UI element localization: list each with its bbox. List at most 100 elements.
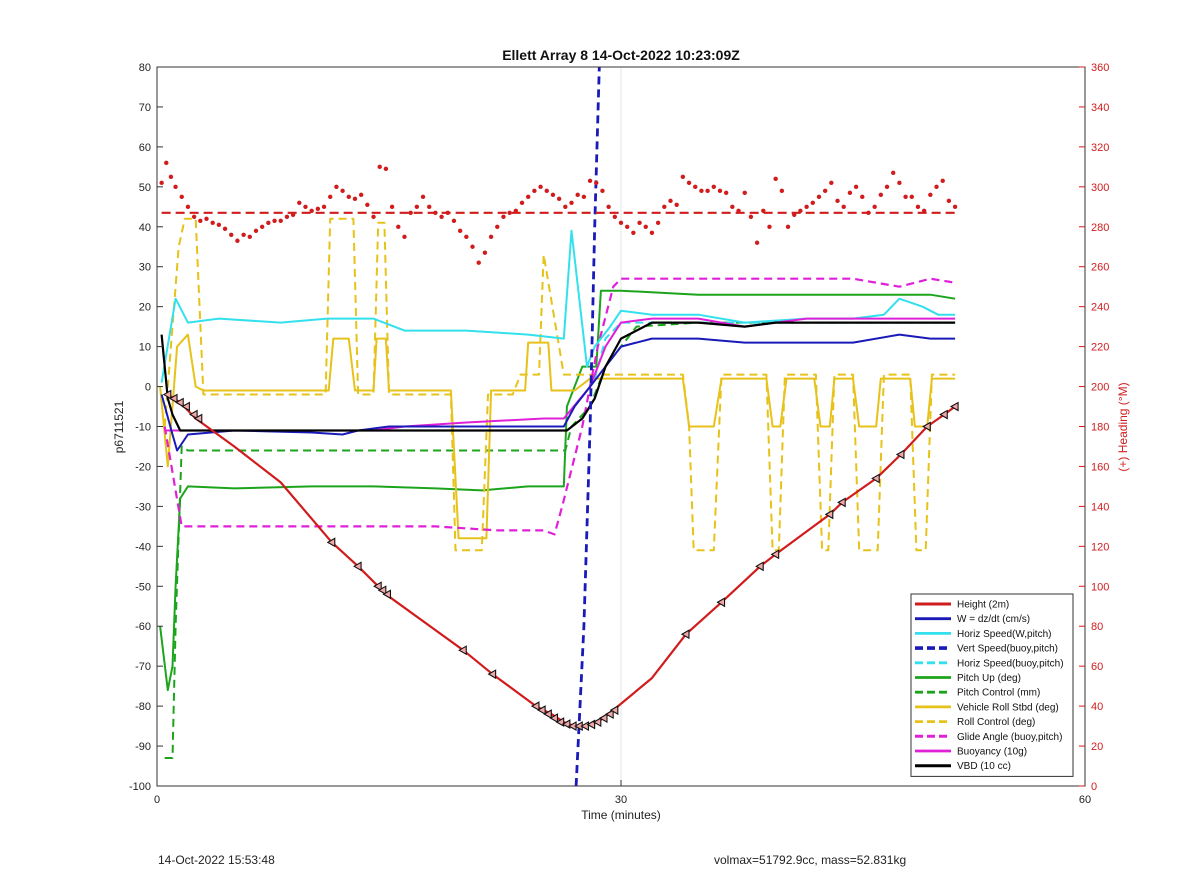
y-right-tick-label: 160 [1091, 461, 1109, 473]
y-tick-label: -20 [135, 461, 151, 473]
legend-label: Pitch Control (mm) [957, 688, 1040, 699]
height-marker [543, 709, 552, 720]
heading-point [785, 224, 791, 229]
heading-point [198, 218, 203, 223]
heading-point [742, 190, 747, 196]
heading-point [668, 198, 673, 204]
y-tick-label: -90 [135, 741, 151, 753]
legend-label: Vehicle Roll Stbd (deg) [957, 702, 1059, 713]
footer-timestamp: 14-Oct-2022 15:53:48 [158, 853, 275, 867]
heading-point [835, 198, 840, 204]
heading-point [934, 184, 939, 190]
heading-point [420, 194, 426, 200]
heading-point [594, 180, 599, 186]
heading-point [940, 178, 945, 184]
heading-point [556, 196, 562, 202]
y-tick-label: -10 [135, 422, 151, 434]
x-tick-label: 30 [615, 794, 627, 806]
y-axis-label: p6711521 [112, 400, 126, 453]
heading-point [340, 188, 345, 194]
heading-point [488, 234, 494, 239]
heading-point [544, 188, 549, 194]
heading-point [414, 204, 420, 210]
y-right-tick-label: 120 [1091, 541, 1109, 553]
heading-point [495, 224, 500, 229]
heading-point [470, 244, 475, 249]
footer-stats: volmax=51792.9cc, mass=52.831kg [714, 853, 907, 867]
heading-point [829, 180, 834, 186]
heading-point [816, 194, 822, 200]
y-right-tick-label: 280 [1091, 222, 1109, 234]
heading-point [705, 188, 710, 194]
heading-point [297, 200, 302, 206]
heading-point [946, 198, 952, 204]
heading-point [866, 210, 871, 215]
legend-box [910, 593, 1074, 777]
y-tick-label: 20 [139, 302, 151, 314]
y-tick-label: -40 [135, 541, 151, 553]
heading-point [290, 212, 296, 217]
heading-point [686, 180, 692, 186]
y-right-tick-label: 0 [1091, 781, 1097, 793]
series-line-4 [593, 321, 956, 379]
heading-point [191, 214, 197, 219]
height-marker [168, 393, 178, 404]
height-marker [580, 721, 589, 732]
heading-point [365, 202, 370, 208]
heading-point [507, 210, 512, 215]
heading-point [853, 184, 859, 190]
y-right-tick-label: 80 [1091, 621, 1103, 633]
heading-point [618, 220, 624, 225]
y-right-tick-label: 220 [1091, 342, 1109, 354]
heading-point [550, 192, 556, 198]
legend-label: W = dz/dt (cm/s) [957, 614, 1030, 625]
heading-point [433, 210, 438, 215]
heading-point [253, 228, 259, 233]
heading-point [612, 214, 618, 219]
legend-label: Horiz Speed(W,pitch) [957, 629, 1051, 640]
heading-point [210, 220, 215, 225]
height-marker [770, 549, 780, 560]
series-line-11 [160, 321, 956, 432]
y-right-tick-label: 320 [1091, 142, 1109, 154]
height-marker [598, 713, 608, 724]
y-right-tick-label: 200 [1091, 382, 1109, 394]
heading-point [810, 200, 815, 206]
height-marker [162, 389, 172, 400]
heading-point [921, 208, 927, 213]
heading-point [445, 210, 450, 215]
height-marker [193, 413, 203, 424]
heading-point [748, 214, 754, 219]
heading-point [476, 260, 481, 265]
height-marker [716, 597, 726, 608]
heading-point [711, 184, 716, 190]
height-marker [458, 645, 467, 656]
y-right-tick-label: 100 [1091, 581, 1109, 593]
y-tick-label: 30 [139, 262, 151, 274]
heading-point [427, 204, 432, 210]
height-marker [382, 589, 392, 600]
y-right-tick-label: 300 [1091, 182, 1109, 194]
heading-point [451, 218, 457, 223]
heading-point [464, 234, 469, 239]
legend-label: Roll Control (deg) [957, 717, 1035, 728]
heading-point [884, 184, 890, 190]
y-tick-label: 60 [139, 142, 151, 154]
heading-point [179, 194, 184, 200]
heading-point [693, 184, 698, 190]
heading-point [247, 234, 252, 239]
heading-point [804, 204, 809, 210]
heading-point [779, 188, 785, 194]
heading-point [241, 232, 246, 237]
heading-point [538, 184, 543, 190]
heading-point [909, 194, 914, 200]
heading-point [897, 180, 902, 186]
heading-point [284, 214, 290, 219]
heading-point [235, 238, 240, 243]
y-tick-label: 80 [139, 62, 151, 74]
legend-label: VBD (10 cc) [957, 761, 1011, 772]
heading-point [631, 230, 636, 235]
heading-point [439, 214, 444, 219]
height-marker [373, 581, 382, 592]
series-line-8 [163, 217, 956, 552]
